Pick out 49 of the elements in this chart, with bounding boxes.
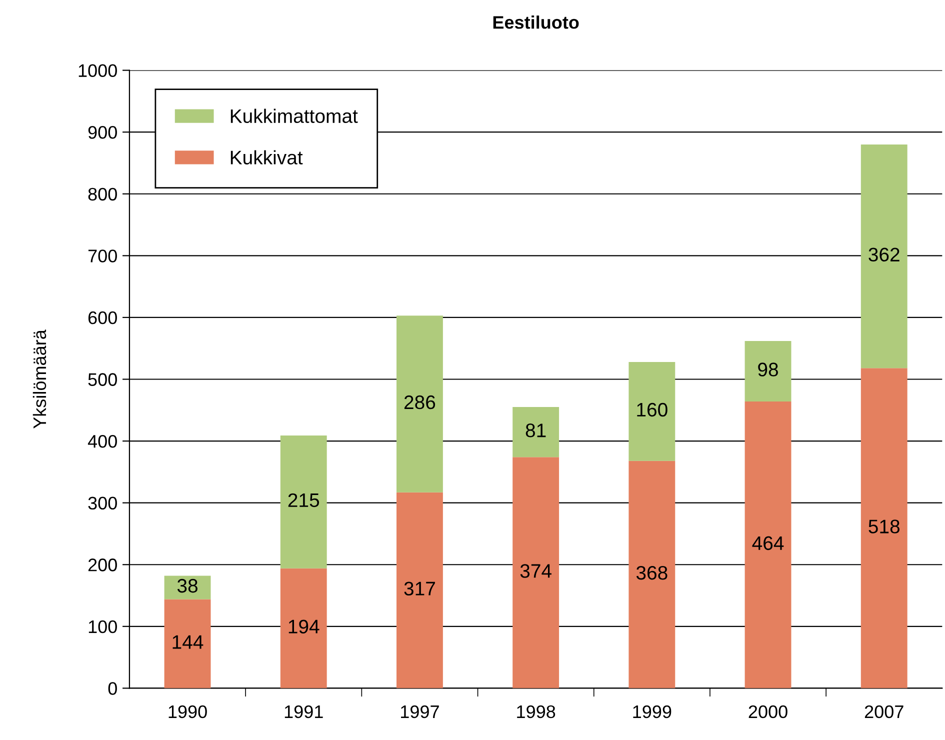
y-tick-label: 600 (88, 311, 117, 324)
legend-label: Kukkimattomat (230, 108, 358, 124)
data-label: 144 (172, 635, 204, 649)
data-label: 464 (752, 536, 784, 550)
y-tick-label: 300 (88, 496, 117, 510)
y-tick-label: 100 (88, 620, 117, 634)
y-tick-label: 200 (88, 558, 117, 572)
y-tick-label: 500 (88, 373, 117, 386)
data-label: 81 (526, 424, 546, 438)
bar (860, 368, 908, 688)
x-tick-label: 1998 (517, 705, 556, 718)
data-label: 317 (404, 582, 435, 596)
y-axis-title: Yksilömäärä (32, 330, 46, 429)
y-tick-label: 700 (88, 250, 117, 262)
bar (744, 340, 792, 402)
bar (628, 362, 676, 461)
x-tick-label: 2000 (748, 705, 788, 718)
bar (512, 457, 560, 688)
x-tick-label: 1997 (401, 705, 439, 718)
x-tick-label: 1990 (168, 705, 207, 718)
chart-title: Eestiluoto (493, 16, 579, 29)
data-label: 518 (868, 520, 900, 534)
legend-label: Kukkivat (230, 150, 303, 164)
bar (280, 435, 327, 568)
data-label: 38 (177, 578, 198, 593)
data-label: 215 (288, 493, 320, 508)
bar (744, 401, 792, 688)
x-tick-label: 1999 (633, 705, 672, 718)
data-label: 368 (636, 566, 668, 580)
x-tick-label: 1991 (284, 705, 323, 718)
y-tick-label: 400 (88, 434, 117, 448)
bar (628, 460, 676, 688)
data-label: 98 (758, 362, 778, 376)
bar (396, 492, 443, 688)
y-tick-label: 900 (88, 126, 117, 139)
bar (164, 599, 211, 688)
data-label: 160 (637, 402, 668, 417)
bar (396, 316, 443, 492)
data-label: 374 (520, 564, 552, 578)
bar (860, 144, 908, 368)
x-tick-label: 2007 (864, 705, 904, 718)
y-tick-label: 0 (108, 682, 117, 695)
data-label: 194 (288, 620, 320, 634)
bar (280, 568, 327, 688)
data-label: 362 (868, 248, 900, 262)
bar (512, 407, 560, 458)
y-tick-label: 800 (88, 188, 117, 201)
y-tick-label: 1000 (78, 64, 117, 78)
data-label: 286 (404, 395, 436, 410)
